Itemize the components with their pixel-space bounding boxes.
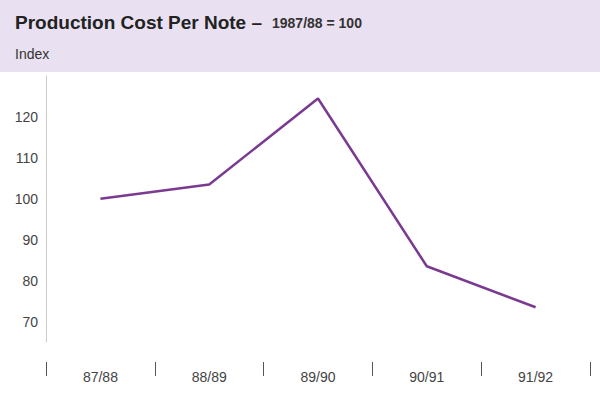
svg-text:110: 110 [16,150,39,166]
svg-text:Production Cost Per Note –: Production Cost Per Note – [15,12,262,33]
svg-text:120: 120 [15,109,39,125]
svg-text:87/88: 87/88 [83,369,118,385]
svg-text:89/90: 89/90 [300,369,335,385]
svg-text:90/91: 90/91 [409,369,444,385]
svg-text:70: 70 [22,314,38,330]
svg-text:80: 80 [22,273,38,289]
svg-text:88/89: 88/89 [192,369,227,385]
svg-text:1987/88 = 100: 1987/88 = 100 [272,15,362,31]
svg-text:100: 100 [15,191,39,207]
svg-text:Index: Index [15,46,49,62]
svg-text:91/92: 91/92 [518,369,553,385]
svg-text:90: 90 [22,232,38,248]
